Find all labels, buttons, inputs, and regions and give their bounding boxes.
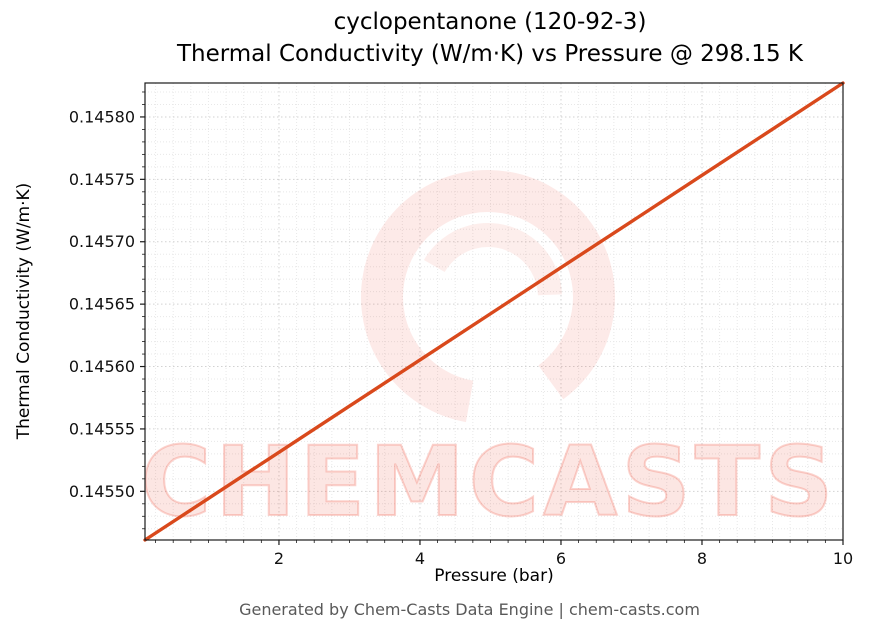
y-tick-label: 0.14570 <box>69 232 135 251</box>
y-axis-label: Thermal Conductivity (W/m·K) <box>14 182 34 440</box>
y-tick-label: 0.14555 <box>69 419 135 438</box>
footer-caption: Generated by Chem-Casts Data Engine | ch… <box>239 600 700 619</box>
y-tick-label: 0.14575 <box>69 170 135 189</box>
y-tick-label: 0.14560 <box>69 357 135 376</box>
x-tick-label: 4 <box>415 549 425 568</box>
watermark-text: CHEMCASTS <box>141 426 837 538</box>
chart-subtitle: Thermal Conductivity (W/m·K) vs Pressure… <box>176 41 804 67</box>
x-tick-label: 2 <box>274 549 284 568</box>
x-tick-label: 10 <box>833 549 853 568</box>
y-tick-label: 0.14565 <box>69 295 135 314</box>
watermark-logo-swirl <box>414 223 562 371</box>
watermark-logo-ring <box>361 170 615 424</box>
y-tick-label: 0.14580 <box>69 107 135 126</box>
y-tick-label: 0.14550 <box>69 482 135 501</box>
x-axis-label: Pressure (bar) <box>434 566 554 586</box>
series-line <box>143 81 845 542</box>
x-tick-label: 8 <box>697 549 707 568</box>
chart-title: cyclopentanone (120-92-3) <box>333 9 647 35</box>
plot-frame <box>144 82 844 541</box>
x-tick-label: 6 <box>556 549 566 568</box>
